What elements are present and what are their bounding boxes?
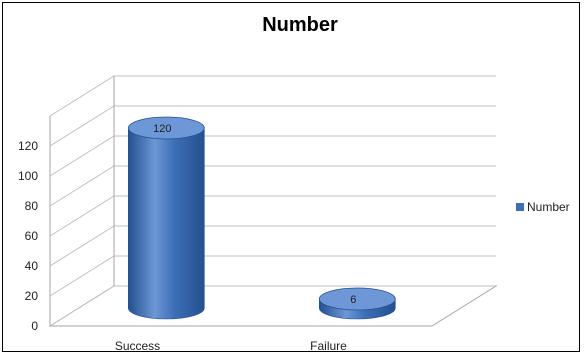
- gridline: [49, 225, 496, 267]
- floor-plane: [48, 285, 498, 327]
- gridline: [49, 195, 496, 237]
- legend-label: Number: [527, 200, 570, 214]
- chart-title: Number: [262, 14, 338, 36]
- y-tick-label: 20: [25, 289, 39, 303]
- bar-top-success: [127, 116, 205, 140]
- bar-top-failure: [318, 287, 396, 311]
- y-tick-label: 80: [25, 199, 39, 213]
- y-tick-label: 60: [25, 229, 39, 243]
- gridline: [49, 165, 496, 207]
- y-tick-label: 0: [31, 319, 38, 333]
- bar-success: [128, 127, 205, 320]
- data-label: 120: [153, 123, 171, 135]
- gridline: [49, 105, 496, 147]
- x-category-label: Success: [115, 339, 160, 353]
- y-tick-label: 40: [25, 259, 39, 273]
- y-tick-label: 100: [18, 169, 38, 183]
- data-label: 6: [350, 294, 356, 306]
- gridline: [49, 75, 496, 117]
- x-category-label: Failure: [310, 339, 347, 353]
- y-tick-label: 120: [18, 139, 38, 153]
- gridline: [49, 135, 496, 177]
- legend-swatch: [516, 203, 524, 211]
